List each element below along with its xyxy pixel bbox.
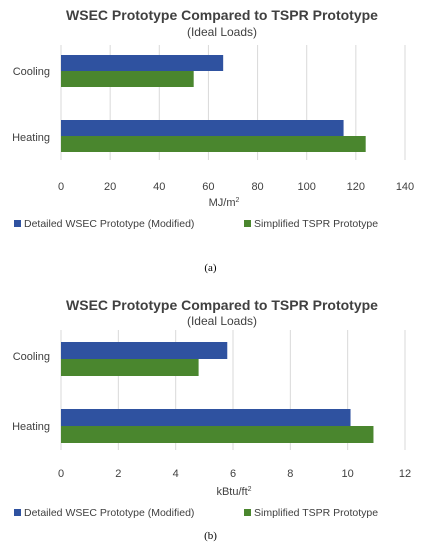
chart-a-x-tick-label: 140 bbox=[396, 181, 414, 193]
chart-a-title: WSEC Prototype Compared to TSPR Prototyp… bbox=[66, 7, 378, 23]
chart-b-x-axis-label: kBtu/ft2 bbox=[216, 486, 251, 498]
chart-a-bars bbox=[61, 55, 366, 152]
chart-b-ticks: 0 2 4 6 8 10 12 bbox=[58, 468, 411, 480]
chart-b-x-tick-label: 12 bbox=[399, 468, 411, 480]
chart-b-bar-cooling-series-1 bbox=[61, 342, 228, 359]
figure-caption-a: (a) bbox=[204, 262, 217, 274]
chart-a-legend-swatch-wsec bbox=[14, 220, 21, 227]
chart-b-legend-label-wsec: Detailed WSEC Prototype (Modified) bbox=[24, 507, 194, 519]
chart-b-x-tick-label: 6 bbox=[230, 468, 236, 480]
chart-a-x-tick-label: 40 bbox=[153, 181, 165, 193]
chart-a-bar-heating-series-1 bbox=[61, 120, 344, 136]
chart-b: WSEC Prototype Compared to TSPR Prototyp… bbox=[0, 290, 421, 530]
chart-b-bar-heating-series-2 bbox=[61, 426, 374, 443]
chart-b-bars bbox=[61, 342, 374, 443]
chart-a-legend-label-wsec: Detailed WSEC Prototype (Modified) bbox=[24, 218, 194, 230]
chart-b-x-tick-label: 10 bbox=[342, 468, 354, 480]
chart-a-bar-heating-series-2 bbox=[61, 136, 366, 152]
chart-a-legend-label-tspr: Simplified TSPR Prototype bbox=[254, 218, 378, 230]
chart-a-x-tick-label: 120 bbox=[347, 181, 365, 193]
chart-a-x-tick-label: 20 bbox=[104, 181, 116, 193]
chart-a-category-label-cooling: Cooling bbox=[13, 66, 50, 78]
chart-a-category-label-heating: Heating bbox=[12, 132, 50, 144]
chart-b-bar-heating-series-1 bbox=[61, 409, 351, 426]
chart-b-legend-swatch-wsec bbox=[14, 509, 21, 516]
chart-a-bar-cooling-series-2 bbox=[61, 71, 194, 87]
chart-b-subtitle: (Ideal Loads) bbox=[187, 314, 257, 328]
chart-a-x-tick-label: 100 bbox=[298, 181, 316, 193]
chart-a-legend-swatch-tspr bbox=[244, 220, 251, 227]
chart-a-bar-cooling-series-1 bbox=[61, 55, 224, 71]
chart-a-ticks: 0 20 40 60 80 100 120 140 bbox=[58, 181, 414, 193]
chart-b-x-tick-label: 0 bbox=[58, 468, 64, 480]
chart-b-category-label-cooling: Cooling bbox=[13, 351, 50, 363]
chart-a-x-tick-label: 80 bbox=[251, 181, 263, 193]
chart-a-subtitle: (Ideal Loads) bbox=[187, 25, 257, 39]
chart-b-title: WSEC Prototype Compared to TSPR Prototyp… bbox=[66, 297, 378, 313]
chart-a-x-tick-label: 0 bbox=[58, 181, 64, 193]
chart-a-x-tick-label: 60 bbox=[202, 181, 214, 193]
chart-b-bar-cooling-series-2 bbox=[61, 359, 199, 376]
chart-b-legend-swatch-tspr bbox=[244, 509, 251, 516]
figure-caption-b: (b) bbox=[204, 530, 217, 542]
chart-a-x-axis-label: MJ/m2 bbox=[209, 197, 240, 209]
chart-a-svg: WSEC Prototype Compared to TSPR Prototyp… bbox=[12, 7, 414, 230]
chart-b-category-label-heating: Heating bbox=[12, 421, 50, 433]
chart-b-x-tick-label: 2 bbox=[115, 468, 121, 480]
chart-a: WSEC Prototype Compared to TSPR Prototyp… bbox=[0, 0, 421, 240]
chart-b-x-tick-label: 8 bbox=[287, 468, 293, 480]
chart-b-legend-label-tspr: Simplified TSPR Prototype bbox=[254, 507, 378, 519]
chart-b-x-tick-label: 4 bbox=[173, 468, 179, 480]
chart-b-svg: WSEC Prototype Compared to TSPR Prototyp… bbox=[12, 297, 411, 519]
